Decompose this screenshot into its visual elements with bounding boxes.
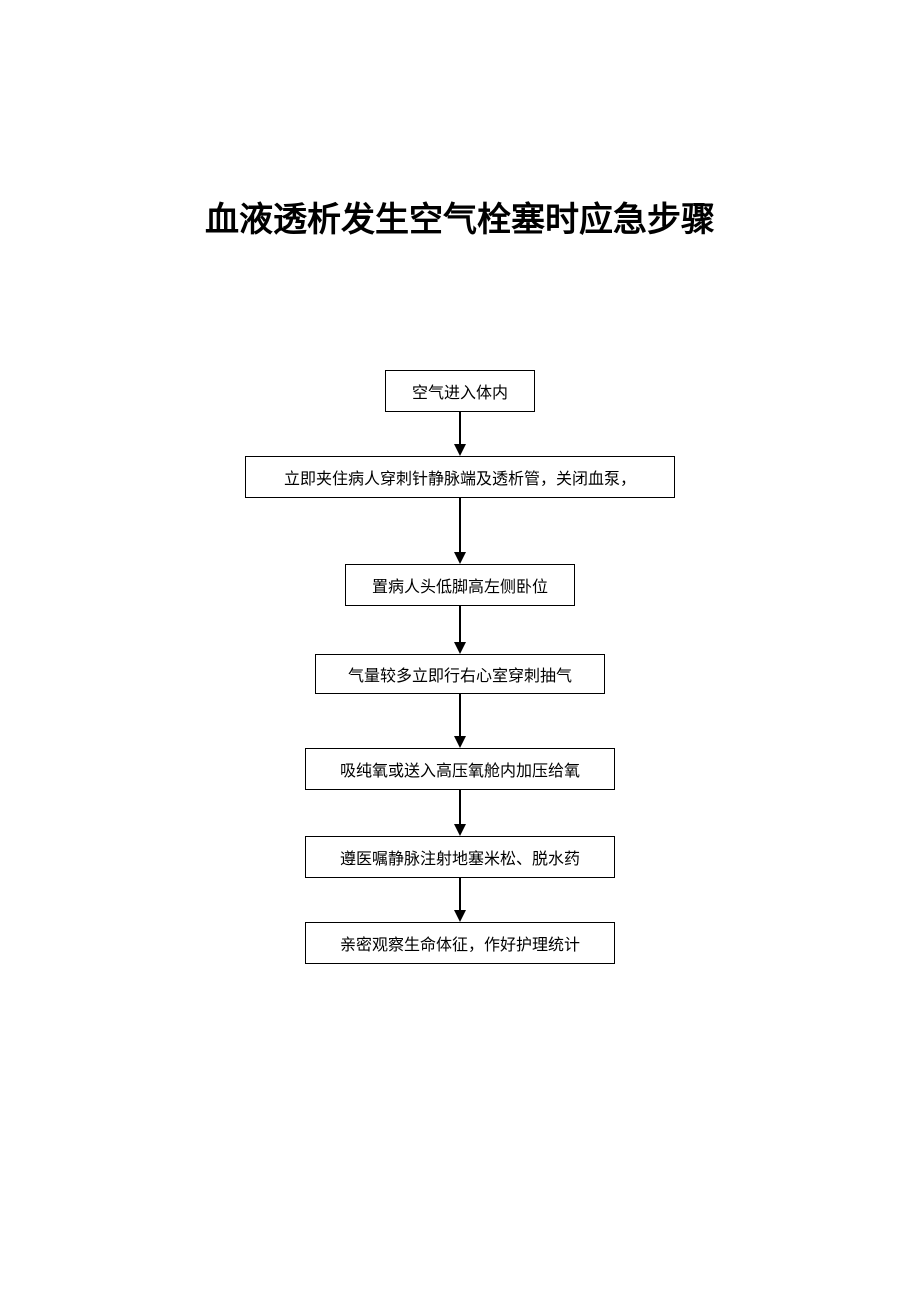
flowchart-node-label: 气量较多立即行右心室穿刺抽气 [348,662,572,686]
flowchart-edge-line [459,790,461,824]
flowchart-node-label: 亲密观察生命体征，作好护理统计 [340,931,580,955]
flowchart-node-n7: 亲密观察生命体征，作好护理统计 [305,922,615,964]
flowchart-node-label: 吸纯氧或送入高压氧舱内加压给氧 [340,757,580,781]
flowchart-edge-line [459,694,461,736]
flowchart-edge-arrowhead [454,552,466,564]
flowchart-node-label: 立即夹住病人穿刺针静脉端及透析管，关闭血泵， [284,465,636,489]
flowchart-node-label: 空气进入体内 [412,379,508,403]
flowchart-edge-line [459,412,461,444]
flowchart-edge-arrowhead [454,642,466,654]
flowchart-edge-arrowhead [454,444,466,456]
flowchart-edge-arrowhead [454,736,466,748]
flowchart-node-n2: 立即夹住病人穿刺针静脉端及透析管，关闭血泵， [245,456,675,498]
page-title-text: 血液透析发生空气栓塞时应急步骤 [205,202,715,239]
page-title: 血液透析发生空气栓塞时应急步骤 [0,192,920,241]
flowchart-node-label: 置病人头低脚高左侧卧位 [372,573,548,597]
flowchart-edge-arrowhead [454,910,466,922]
flowchart-node-n3: 置病人头低脚高左侧卧位 [345,564,575,606]
flowchart-edge-line [459,498,461,552]
flowchart-node-n4: 气量较多立即行右心室穿刺抽气 [315,654,605,694]
flowchart-node-label: 遵医嘱静脉注射地塞米松、脱水药 [340,845,580,869]
flowchart-node-n5: 吸纯氧或送入高压氧舱内加压给氧 [305,748,615,790]
flowchart-node-n1: 空气进入体内 [385,370,535,412]
flowchart-node-n6: 遵医嘱静脉注射地塞米松、脱水药 [305,836,615,878]
flowchart-edge-line [459,878,461,910]
flowchart-edge-line [459,606,461,642]
flowchart-edge-arrowhead [454,824,466,836]
